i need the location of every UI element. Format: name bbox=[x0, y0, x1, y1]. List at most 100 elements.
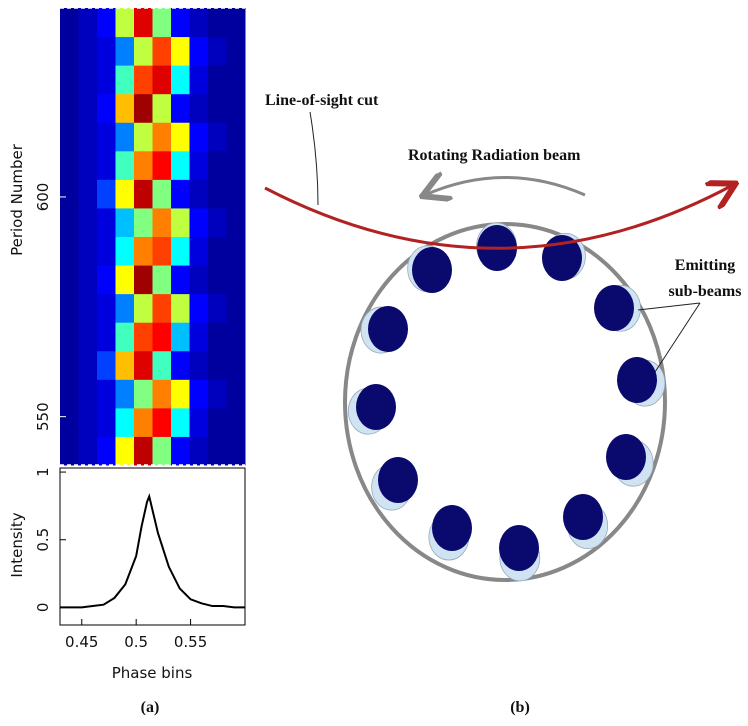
heatmap-cell bbox=[189, 436, 209, 466]
heatmap-cell bbox=[134, 150, 153, 180]
heatmap-cell bbox=[78, 179, 98, 209]
y-tick-label: 1 bbox=[34, 467, 52, 477]
beam-diagram bbox=[343, 222, 667, 582]
y-axis-label: Intensity bbox=[8, 512, 26, 577]
panel-label: (b) bbox=[510, 699, 530, 716]
callout bbox=[309, 111, 319, 206]
heatmap-cell bbox=[78, 207, 98, 237]
beam-outline bbox=[343, 222, 667, 582]
heatmap-cell bbox=[97, 265, 116, 295]
heatmap-cell bbox=[115, 436, 135, 466]
heatmap-cell bbox=[97, 350, 116, 380]
heatmap-cell bbox=[60, 407, 79, 437]
heatmap-cell bbox=[134, 65, 153, 95]
heatmap-cell bbox=[78, 407, 98, 437]
heatmap-cell bbox=[115, 207, 135, 237]
sub-beam bbox=[563, 494, 603, 540]
heatmap-cell bbox=[60, 93, 79, 123]
heatmap-cell bbox=[189, 36, 209, 66]
heatmap-cell bbox=[78, 65, 98, 95]
heatmap-cell bbox=[60, 265, 79, 295]
heatmap-cell bbox=[78, 36, 98, 66]
heatmap-cell bbox=[134, 8, 153, 38]
x-axis-label: Phase bins bbox=[112, 664, 193, 682]
heatmap-cell bbox=[208, 150, 227, 180]
heatmap-cell bbox=[208, 93, 227, 123]
heatmap-cell bbox=[189, 179, 209, 209]
heatmap-cell bbox=[60, 350, 79, 380]
heatmap-cell bbox=[171, 8, 190, 38]
heatmap-cell bbox=[208, 236, 227, 266]
heatmap-cell bbox=[115, 179, 135, 209]
heatmap-cell bbox=[134, 436, 153, 466]
heatmap-cell bbox=[171, 322, 190, 352]
x-tick-label: 0.5 bbox=[124, 633, 148, 651]
heatmap-cell bbox=[134, 350, 153, 380]
sub-beam bbox=[606, 434, 646, 480]
heatmap-cell bbox=[60, 36, 79, 66]
sub-beam bbox=[594, 285, 634, 331]
heatmap-cell bbox=[226, 236, 246, 266]
heatmap-cell bbox=[171, 379, 190, 409]
heatmap-cell bbox=[226, 293, 246, 323]
x-tick-label: 0.55 bbox=[174, 633, 207, 651]
heatmap-cell bbox=[152, 379, 172, 409]
heatmap-cell bbox=[171, 265, 190, 295]
callout bbox=[637, 302, 701, 311]
label-beam: Rotating Radiation beam bbox=[408, 147, 581, 164]
heatmap-cell bbox=[189, 379, 209, 409]
heatmap-cell bbox=[78, 236, 98, 266]
heatmap-cell bbox=[115, 93, 135, 123]
heatmap-cell bbox=[97, 8, 116, 38]
heatmap-cell bbox=[189, 65, 209, 95]
heatmap-cell bbox=[134, 179, 153, 209]
heatmap-cell bbox=[171, 122, 190, 152]
heatmap-cell bbox=[226, 93, 246, 123]
sub-beam bbox=[617, 357, 657, 403]
heatmap-cell bbox=[78, 293, 98, 323]
sub-beam bbox=[378, 457, 418, 503]
heatmap-cell bbox=[189, 93, 209, 123]
y-tick-label: 0 bbox=[34, 603, 52, 613]
y-axis-label: Period Number bbox=[8, 143, 26, 256]
heatmap-cell bbox=[226, 8, 246, 38]
heatmap-cell bbox=[171, 36, 190, 66]
heatmap-cell bbox=[189, 150, 209, 180]
heatmap-cell bbox=[152, 207, 172, 237]
heatmap-cell bbox=[97, 207, 116, 237]
y-tick-label: 0.5 bbox=[34, 528, 52, 552]
heatmap-cell bbox=[189, 407, 209, 437]
heatmap-cell bbox=[134, 407, 153, 437]
heatmap-cell bbox=[171, 179, 190, 209]
heatmap-cell bbox=[171, 436, 190, 466]
heatmap-cell bbox=[189, 8, 209, 38]
heatmap-cell bbox=[152, 322, 172, 352]
heatmap-cell bbox=[208, 379, 227, 409]
heatmap-cell bbox=[134, 322, 153, 352]
heatmap-cell bbox=[171, 93, 190, 123]
heatmap-cell bbox=[208, 122, 227, 152]
heatmap-cell bbox=[134, 379, 153, 409]
x-tick-label: 0.45 bbox=[65, 633, 98, 651]
heatmap-cell bbox=[226, 207, 246, 237]
heatmap-cell bbox=[134, 36, 153, 66]
sub-beam bbox=[432, 505, 472, 551]
callout bbox=[654, 302, 701, 373]
heatmap-cell bbox=[152, 8, 172, 38]
heatmap-cell bbox=[60, 207, 79, 237]
heatmap-cell bbox=[134, 93, 153, 123]
heatmap-cell bbox=[97, 150, 116, 180]
sub-beam bbox=[356, 384, 396, 430]
heatmap-cell bbox=[60, 379, 79, 409]
label-sub-beams: Emitting bbox=[675, 257, 735, 274]
heatmap-cell bbox=[226, 265, 246, 295]
heatmap-cell bbox=[97, 293, 116, 323]
heatmap-cell bbox=[171, 150, 190, 180]
heatmap-cell bbox=[60, 179, 79, 209]
heatmap-cell bbox=[152, 265, 172, 295]
heatmap-cell bbox=[189, 293, 209, 323]
heatmap-cell bbox=[226, 350, 246, 380]
heatmap-cell bbox=[226, 36, 246, 66]
heatmap-cell bbox=[115, 65, 135, 95]
rotation-arrow bbox=[425, 178, 586, 196]
